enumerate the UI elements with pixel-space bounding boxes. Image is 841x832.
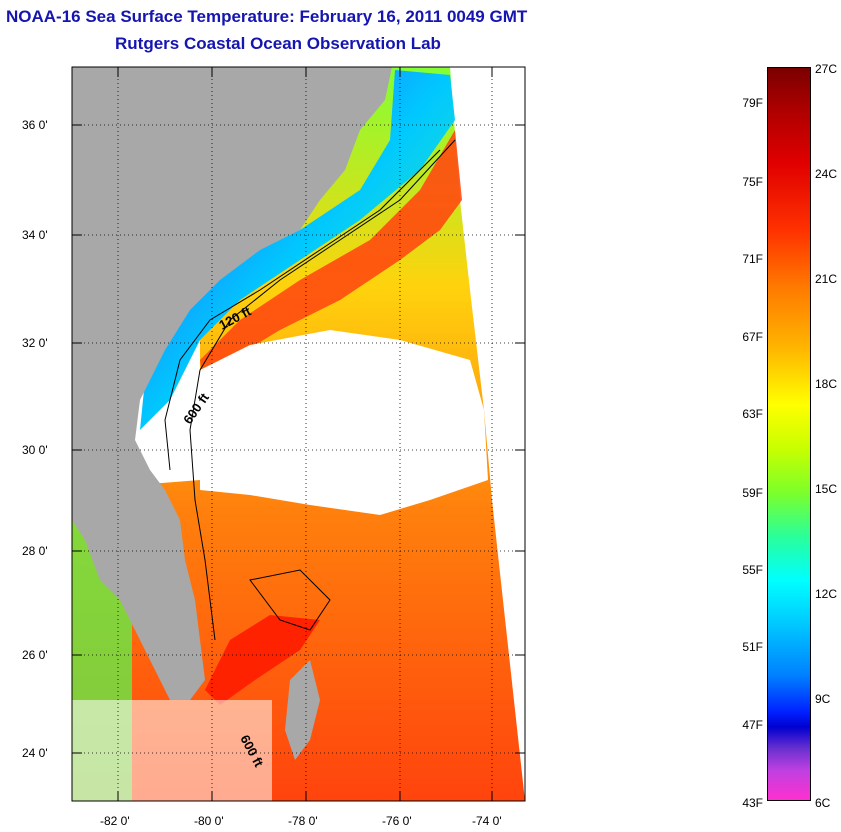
colorbar-f-label: 79F [742,96,763,110]
colorbar-f-label: 75F [742,175,763,189]
longitude-label: -82 0' [100,814,130,828]
colorbar-c-label: 9C [815,692,831,706]
map-imagery [72,67,525,801]
colorbar-f-label: 51F [742,640,763,654]
map-frame [71,66,526,802]
latitude-label: 26 0' [22,648,48,662]
temperature-colorbar [767,67,811,801]
isobath-600ft [189,139,456,641]
axis-ticks [72,67,525,801]
colorbar-f-label: 59F [742,486,763,500]
longitude-label: -78 0' [288,814,318,828]
latitude-label: 32 0' [22,336,48,350]
gulf-stream-north [200,130,462,400]
colorbar-c-label: 15C [815,482,838,496]
latitude-label: 34 0' [22,228,48,242]
colorbar-f-label: 55F [742,563,763,577]
colorbar-f-label: 47F [742,718,763,732]
latitude-label: 24 0' [22,746,48,760]
colorbar-c-label: 24C [815,167,838,181]
longitude-label: -76 0' [382,814,412,828]
colorbar-f-label: 71F [742,252,763,266]
colorbar-f-label: 63F [742,407,763,421]
map-subtitle: Rutgers Coastal Ocean Observation Lab [115,34,441,53]
cold-shelf-water [140,70,455,430]
florida-current [205,615,320,705]
colorbar-c-label: 18C [815,377,838,391]
colorbar-f-label: 43F [742,796,763,810]
colorbar-c-label: 21C [815,272,838,286]
cloud-gap [200,330,488,515]
latitude-label: 36 0' [22,118,48,132]
latitude-label: 30 0' [22,443,48,457]
land-mass [72,67,392,700]
longitude-label: -74 0' [472,814,502,828]
colorbar-c-label: 27C [815,62,838,76]
bahamas-island [285,660,320,760]
latitude-label: 28 0' [22,544,48,558]
map-title: NOAA-16 Sea Surface Temperature: Februar… [6,7,528,26]
longitude-label: -80 0' [194,814,224,828]
colorbar-f-label: 67F [742,330,763,344]
colorbar-c-label: 6C [815,796,831,810]
colorbar-c-label: 12C [815,587,838,601]
bahamas-bank [249,569,331,631]
isobath-120ft [164,149,441,471]
